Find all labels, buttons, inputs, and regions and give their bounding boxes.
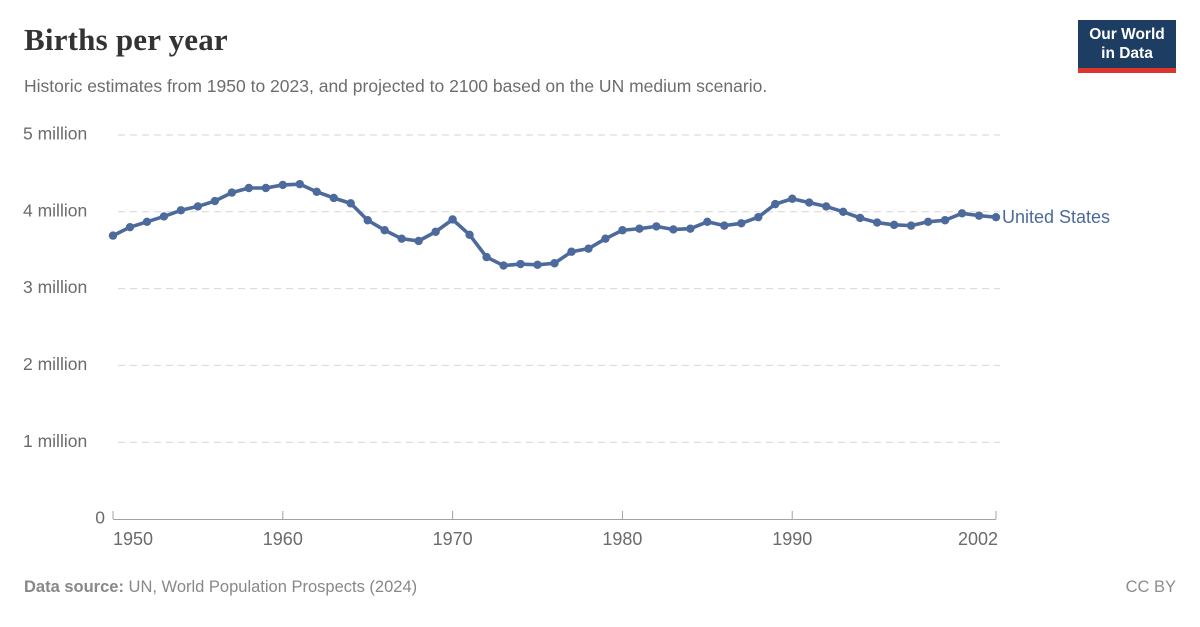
- y-axis-tick-label: 0: [95, 508, 105, 528]
- data-point[interactable]: [940, 216, 950, 225]
- data-point[interactable]: [482, 252, 491, 262]
- data-point[interactable]: [669, 225, 678, 234]
- data-point[interactable]: [312, 187, 321, 197]
- data-point[interactable]: [159, 212, 169, 221]
- data-point[interactable]: [125, 222, 135, 232]
- data-point[interactable]: [329, 193, 338, 203]
- y-axis-tick-label: 3 million: [23, 277, 87, 297]
- data-point[interactable]: [652, 222, 661, 231]
- y-axis-tick-label: 1 million: [23, 431, 87, 451]
- data-point[interactable]: [720, 221, 729, 230]
- owid-logo-stripe: [1078, 68, 1176, 73]
- chart-footer: Data source: UN, World Population Prospe…: [24, 578, 1176, 597]
- data-point[interactable]: [278, 180, 288, 190]
- y-axis-tick-label: 4 million: [23, 200, 87, 220]
- chart-subtitle: Historic estimates from 1950 to 2023, an…: [24, 76, 768, 96]
- data-point[interactable]: [176, 206, 186, 215]
- data-point[interactable]: [414, 236, 423, 246]
- data-point[interactable]: [974, 211, 984, 220]
- data-point[interactable]: [771, 199, 780, 209]
- data-point[interactable]: [872, 218, 882, 227]
- data-point[interactable]: [346, 199, 355, 208]
- owid-logo-line2: in Data: [1101, 45, 1153, 62]
- data-point[interactable]: [703, 217, 712, 226]
- data-point[interactable]: [227, 188, 237, 197]
- data-point[interactable]: [550, 259, 559, 268]
- data-point[interactable]: [754, 212, 763, 222]
- data-point[interactable]: [584, 244, 593, 253]
- x-axis-tick-label: 1950: [113, 529, 153, 549]
- data-point[interactable]: [567, 247, 576, 256]
- gridlines-layer: [118, 134, 1000, 443]
- data-point[interactable]: [855, 213, 865, 223]
- data-point[interactable]: [397, 234, 406, 243]
- x-axis-tick-label: 1970: [433, 529, 473, 549]
- data-point[interactable]: [142, 217, 152, 226]
- data-point[interactable]: [533, 260, 542, 269]
- data-point[interactable]: [991, 212, 1001, 222]
- data-point[interactable]: [957, 209, 967, 218]
- data-point[interactable]: [686, 224, 695, 233]
- data-point[interactable]: [380, 226, 389, 235]
- data-source-text: UN, World Population Prospects (2024): [128, 578, 418, 596]
- data-point[interactable]: [499, 261, 508, 270]
- data-point[interactable]: [516, 259, 525, 269]
- labels-layer: United States 0 1 million 2 million 3 milli…: [23, 124, 1110, 549]
- y-axis-tick-label: 2 million: [23, 354, 87, 374]
- series-line-united-states: [111, 182, 998, 268]
- data-point[interactable]: [923, 217, 933, 226]
- y-axis-tick-label: 5 million: [23, 124, 87, 144]
- x-axis-tick-label: 2002: [958, 529, 998, 549]
- data-point[interactable]: [805, 198, 814, 207]
- data-point[interactable]: [618, 226, 627, 235]
- data-point[interactable]: [906, 221, 916, 230]
- data-point[interactable]: [838, 207, 848, 216]
- data-point[interactable]: [737, 219, 746, 228]
- data-point[interactable]: [431, 227, 440, 236]
- x-axis-tick-label: 1980: [602, 529, 642, 549]
- owid-logo-line1: Our World: [1089, 26, 1165, 43]
- data-point[interactable]: [261, 183, 271, 193]
- data-source-label: Data source:: [24, 578, 124, 596]
- owid-logo[interactable]: Our World in Data: [1078, 20, 1176, 73]
- data-point[interactable]: [635, 224, 644, 233]
- axis-layer: [112, 511, 997, 520]
- x-axis-tick-label: 1960: [263, 529, 303, 549]
- data-point[interactable]: [244, 183, 254, 193]
- series-layer: [108, 179, 1001, 270]
- page-title: Births per year: [24, 22, 228, 57]
- data-point[interactable]: [821, 202, 831, 211]
- data-point[interactable]: [448, 215, 457, 224]
- data-point[interactable]: [465, 230, 474, 240]
- data-point[interactable]: [210, 196, 220, 206]
- data-point[interactable]: [788, 194, 797, 203]
- data-point[interactable]: [108, 231, 118, 240]
- data-source: Data source: UN, World Population Prospe…: [24, 578, 417, 597]
- data-point[interactable]: [295, 179, 304, 189]
- data-point[interactable]: [889, 220, 899, 230]
- series-label-united-states[interactable]: United States: [1002, 207, 1110, 227]
- data-point[interactable]: [601, 234, 610, 243]
- data-point[interactable]: [193, 202, 203, 211]
- x-axis-tick-label: 1990: [772, 529, 812, 549]
- data-point[interactable]: [363, 216, 372, 225]
- license-link[interactable]: CC BY: [1125, 578, 1176, 596]
